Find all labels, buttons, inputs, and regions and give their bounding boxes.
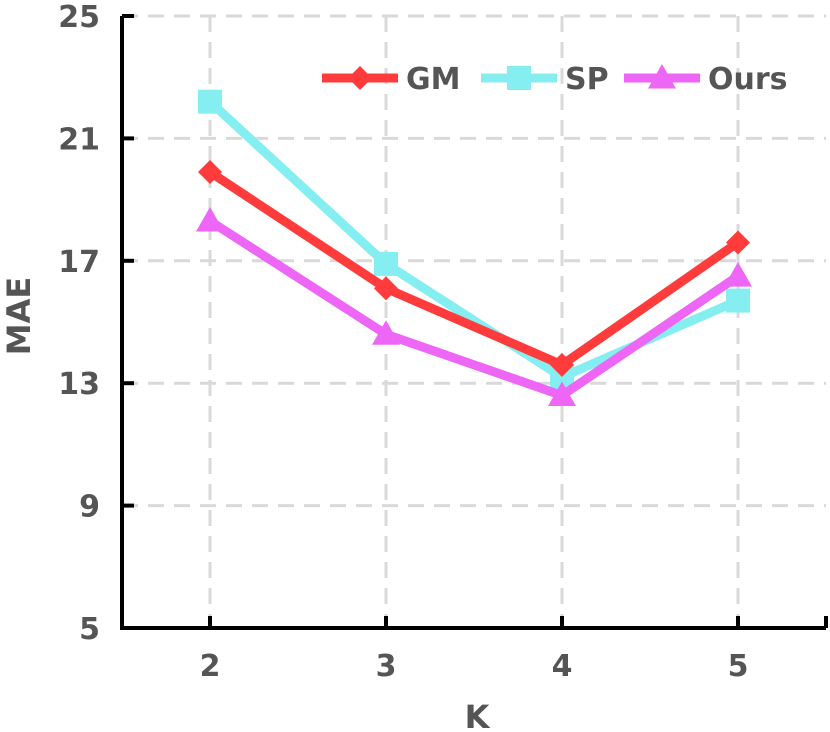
legend-marker-gm <box>348 66 372 90</box>
series-gm <box>198 160 750 377</box>
data-point-ours <box>372 320 400 345</box>
data-point-ours <box>724 262 752 287</box>
data-point-gm <box>550 352 574 377</box>
data-point-gm <box>374 276 398 301</box>
legend-item-ours: Ours <box>624 62 788 97</box>
x-axis-title: K <box>465 698 491 732</box>
y-tick-label: 21 <box>58 122 100 157</box>
legend-label-sp: SP <box>565 62 609 97</box>
y-tick-label: 13 <box>58 367 100 402</box>
x-tick-label: 5 <box>728 649 749 684</box>
legend-item-sp: SP <box>481 62 609 97</box>
data-point-ours <box>196 207 224 232</box>
series-line-sp <box>206 98 740 382</box>
y-axis-title: MAE <box>0 277 38 355</box>
grid-layer <box>122 14 826 628</box>
series-line-ours <box>207 217 741 400</box>
legend-item-gm: GM <box>322 62 460 97</box>
legend: GM SP Ours <box>322 62 788 97</box>
series-layer <box>196 89 752 406</box>
y-tick-label: 9 <box>79 490 100 525</box>
axes-layer: 5 9 13 17 21 25 2 3 4 5 <box>58 0 828 684</box>
x-tick-label: 4 <box>552 649 573 684</box>
series-ours <box>196 207 752 406</box>
data-point-sp <box>374 251 398 276</box>
x-tick-label: 3 <box>376 649 397 684</box>
data-point-gm <box>198 160 222 185</box>
data-point-gm <box>726 230 750 255</box>
y-tick-label: 17 <box>58 245 100 280</box>
legend-marker-sp <box>507 66 531 90</box>
y-tick-label: 5 <box>79 612 100 647</box>
x-tick-label: 2 <box>200 649 221 684</box>
y-tick-label: 25 <box>58 0 100 35</box>
data-point-sp <box>726 288 750 313</box>
data-point-sp <box>198 89 222 114</box>
data-point-ours <box>548 381 576 406</box>
series-sp <box>198 89 750 390</box>
series-line-gm <box>207 168 741 370</box>
legend-marker-ours <box>648 64 676 89</box>
legend-label-ours: Ours <box>708 62 788 97</box>
legend-label-gm: GM <box>406 62 460 97</box>
